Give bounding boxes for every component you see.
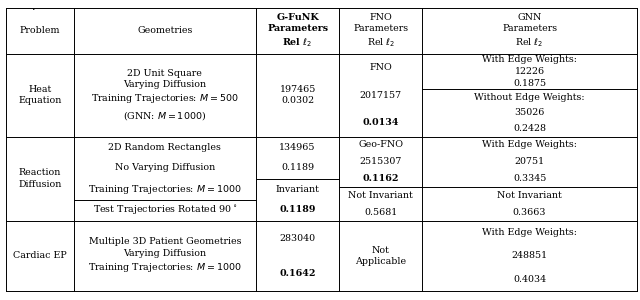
Text: Not
Applicable: Not Applicable [355, 245, 406, 266]
Text: FNO: FNO [369, 63, 392, 72]
Text: Geometries: Geometries [137, 26, 193, 35]
Text: 0.3663: 0.3663 [513, 208, 547, 217]
Text: FNO
Parameters
Rel $\ell_2$: FNO Parameters Rel $\ell_2$ [353, 13, 408, 49]
Text: G-FuNK
Parameters
Rel $\ell_2$: G-FuNK Parameters Rel $\ell_2$ [267, 13, 328, 49]
Text: 2D Unit Square
Varying Diffusion
Training Trajectories: $M = 500$
(GNN: $M = 100: 2D Unit Square Varying Diffusion Trainin… [91, 69, 239, 122]
Text: Invariant: Invariant [276, 184, 319, 194]
Text: Geo-FNO: Geo-FNO [358, 140, 403, 149]
Text: 0.5681: 0.5681 [364, 208, 397, 217]
Text: 0.4034: 0.4034 [513, 275, 546, 284]
Text: 12226: 12226 [515, 67, 545, 76]
Text: Problem: Problem [20, 26, 60, 35]
Text: Multiple 3D Patient Geometries
Varying Diffusion
Training Trajectories: $M = 100: Multiple 3D Patient Geometries Varying D… [88, 238, 242, 274]
Text: 0.1642: 0.1642 [279, 269, 316, 278]
Text: 2515307: 2515307 [360, 157, 402, 166]
Text: Not Invariant: Not Invariant [348, 191, 413, 200]
Text: 0.0134: 0.0134 [362, 118, 399, 127]
Text: Without Edge Weights:: Without Edge Weights: [474, 93, 585, 102]
Text: With Edge Weights:: With Edge Weights: [482, 56, 577, 64]
Text: Not Invariant: Not Invariant [497, 191, 562, 200]
Text: 35026: 35026 [515, 108, 545, 117]
Text: .: . [32, 2, 35, 12]
Text: 0.1162: 0.1162 [362, 174, 399, 183]
Text: Cardiac EP: Cardiac EP [13, 251, 67, 260]
Text: Reaction
Diffusion: Reaction Diffusion [19, 168, 61, 189]
Text: No Varying Diffusion: No Varying Diffusion [115, 164, 215, 172]
Text: Training Trajectories: $M = 1000$: Training Trajectories: $M = 1000$ [88, 182, 242, 196]
Text: 0.3345: 0.3345 [513, 174, 547, 183]
Text: 197465
0.0302: 197465 0.0302 [280, 85, 316, 106]
Text: GNN
Parameters
Rel $\ell_2$: GNN Parameters Rel $\ell_2$ [502, 13, 557, 49]
Text: 134965: 134965 [279, 142, 316, 152]
Text: Heat
Equation: Heat Equation [19, 85, 61, 106]
Text: With Edge Weights:: With Edge Weights: [482, 228, 577, 237]
Text: Test Trajectories Rotated 90$^\circ$: Test Trajectories Rotated 90$^\circ$ [93, 203, 237, 217]
Text: 20751: 20751 [515, 157, 545, 166]
Text: 0.1875: 0.1875 [513, 79, 546, 88]
Text: 0.1189: 0.1189 [280, 206, 316, 214]
Text: 0.2428: 0.2428 [513, 124, 546, 133]
Text: With Edge Weights:: With Edge Weights: [482, 140, 577, 149]
Text: 283040: 283040 [280, 234, 316, 243]
Text: 2017157: 2017157 [360, 91, 402, 100]
Text: 0.1189: 0.1189 [281, 164, 314, 172]
Text: 2D Random Rectangles: 2D Random Rectangles [108, 142, 221, 152]
Text: 248851: 248851 [511, 251, 548, 260]
